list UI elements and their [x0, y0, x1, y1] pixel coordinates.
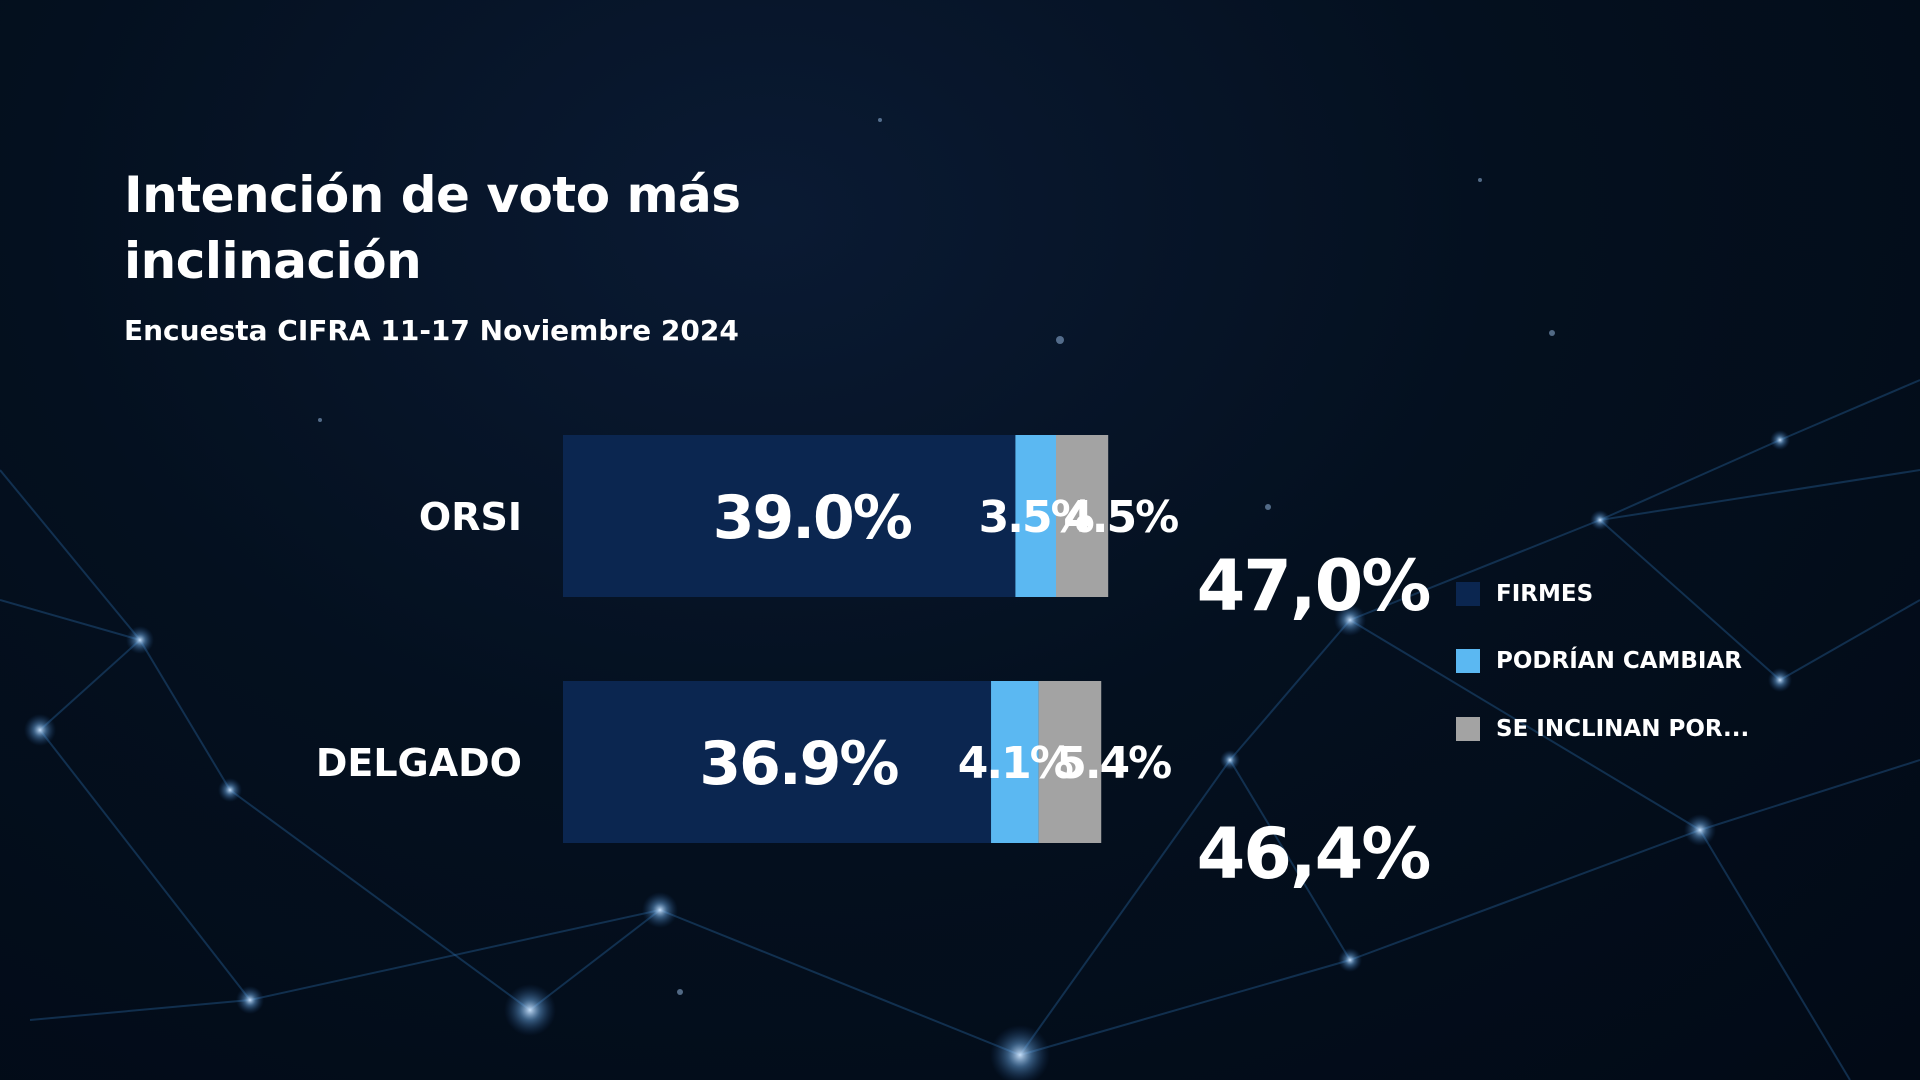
data-label-podrian-cambiar-delgado: 4.1%	[958, 738, 1073, 789]
total-label-delgado: 46,4%	[1197, 813, 1430, 895]
bar-podrian-cambiar-delgado	[991, 681, 1039, 843]
category-label-orsi: ORSI	[419, 495, 522, 539]
bar-podrian-cambiar-orsi	[1015, 435, 1056, 597]
bar-se-inclinan-orsi	[1056, 435, 1109, 597]
legend-swatch-podrian-cambiar	[1456, 649, 1480, 673]
data-label-podrian-cambiar-orsi: 3.5%	[979, 492, 1094, 543]
data-label-se-inclinan-orsi: 4.5%	[1063, 492, 1178, 543]
legend-label-podrian-cambiar: PODRÍAN CAMBIAR	[1496, 648, 1742, 674]
legend-label-firmes: FIRMES	[1496, 581, 1594, 607]
chart-subtitle: Encuesta CIFRA 11-17 Noviembre 2024	[124, 314, 739, 347]
legend-label-se-inclinan: SE INCLINAN POR...	[1496, 716, 1750, 742]
bar-firmes-orsi	[563, 435, 1016, 597]
chart-title: Intención de voto más inclinación	[124, 166, 741, 290]
total-label-orsi: 47,0%	[1197, 545, 1430, 627]
bar-se-inclinan-delgado	[1038, 681, 1102, 843]
data-label-firmes-orsi: 39.0%	[713, 483, 912, 553]
data-label-se-inclinan-delgado: 5.4%	[1056, 738, 1171, 789]
legend-swatch-se-inclinan	[1456, 717, 1480, 741]
data-label-firmes-delgado: 36.9%	[699, 729, 898, 799]
bar-firmes-delgado	[563, 681, 992, 843]
category-label-delgado: DELGADO	[316, 741, 522, 785]
legend-swatch-firmes	[1456, 582, 1480, 606]
